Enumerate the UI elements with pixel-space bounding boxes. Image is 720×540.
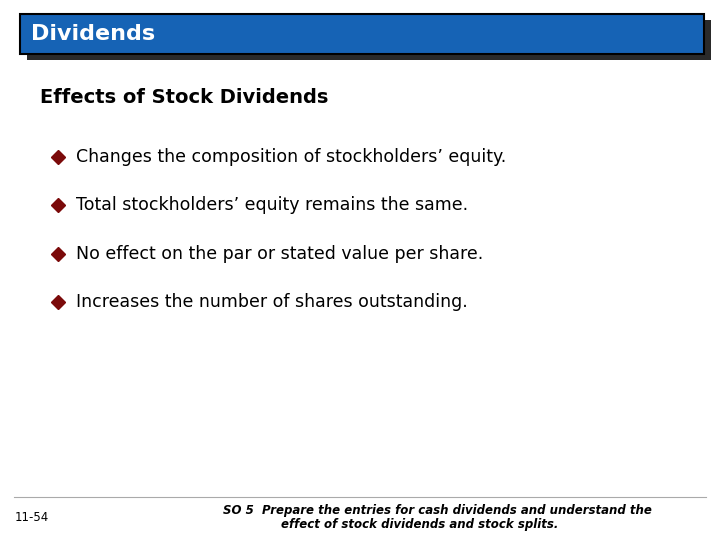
Text: Dividends: Dividends (31, 24, 155, 44)
Text: 11-54: 11-54 (14, 511, 49, 524)
Text: Total stockholders’ equity remains the same.: Total stockholders’ equity remains the s… (76, 196, 468, 214)
FancyBboxPatch shape (27, 20, 711, 60)
Text: SO 5  Prepare the entries for cash dividends and understand the: SO 5 Prepare the entries for cash divide… (223, 504, 652, 517)
Text: Increases the number of shares outstanding.: Increases the number of shares outstandi… (76, 293, 467, 312)
Text: No effect on the par or stated value per share.: No effect on the par or stated value per… (76, 245, 483, 263)
Text: Changes the composition of stockholders’ equity.: Changes the composition of stockholders’… (76, 147, 506, 166)
FancyBboxPatch shape (20, 14, 704, 54)
Text: Effects of Stock Dividends: Effects of Stock Dividends (40, 87, 328, 107)
Text: effect of stock dividends and stock splits.: effect of stock dividends and stock spli… (281, 518, 558, 531)
